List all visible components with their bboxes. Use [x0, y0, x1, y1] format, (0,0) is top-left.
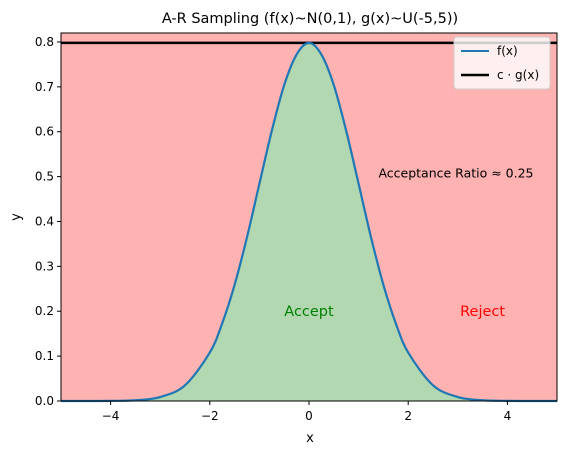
- x-tick-label: −4: [102, 409, 120, 423]
- y-tick-label: 0.5: [35, 170, 54, 184]
- legend-label-cg: c · g(x): [497, 68, 539, 82]
- y-tick-label: 0.8: [35, 35, 54, 49]
- x-axis-label: x: [306, 431, 314, 446]
- y-tick-label: 0.6: [35, 125, 54, 139]
- legend: f(x) c · g(x): [453, 36, 551, 90]
- y-tick-label: 0.7: [35, 80, 54, 94]
- x-axis-ticks: −4 −2 0 2 4: [102, 401, 511, 423]
- y-axis-ticks: 0.0 0.1 0.2 0.3 0.4 0.5 0.6 0.7 0.8: [35, 35, 61, 408]
- f-curve: [60, 41, 558, 403]
- accept-annotation: Accept: [284, 304, 334, 320]
- y-tick-label: 0.4: [35, 214, 54, 228]
- y-tick-label: 0.2: [35, 304, 54, 318]
- x-tick-label: 4: [504, 409, 512, 423]
- reject-annotation: Reject: [460, 304, 505, 320]
- chart-title: A-R Sampling (f(x)~N(0,1), g(x)~U(-5,5)): [162, 11, 458, 27]
- plot-area: [60, 33, 558, 403]
- acceptance-ratio-annotation: Acceptance Ratio ≈ 0.25: [378, 166, 533, 181]
- x-tick-label: 0: [305, 409, 313, 423]
- y-axis-label: y: [9, 213, 24, 221]
- annotations: Acceptance Ratio ≈ 0.25 Accept Reject: [284, 166, 533, 321]
- x-tick-label: 2: [404, 409, 412, 423]
- x-tick-label: −2: [201, 409, 219, 423]
- accept-region: [61, 42, 557, 402]
- y-tick-label: 0.0: [35, 394, 54, 408]
- y-tick-label: 0.3: [35, 259, 54, 273]
- y-tick-label: 0.1: [35, 349, 54, 363]
- legend-label-f: f(x): [497, 44, 518, 58]
